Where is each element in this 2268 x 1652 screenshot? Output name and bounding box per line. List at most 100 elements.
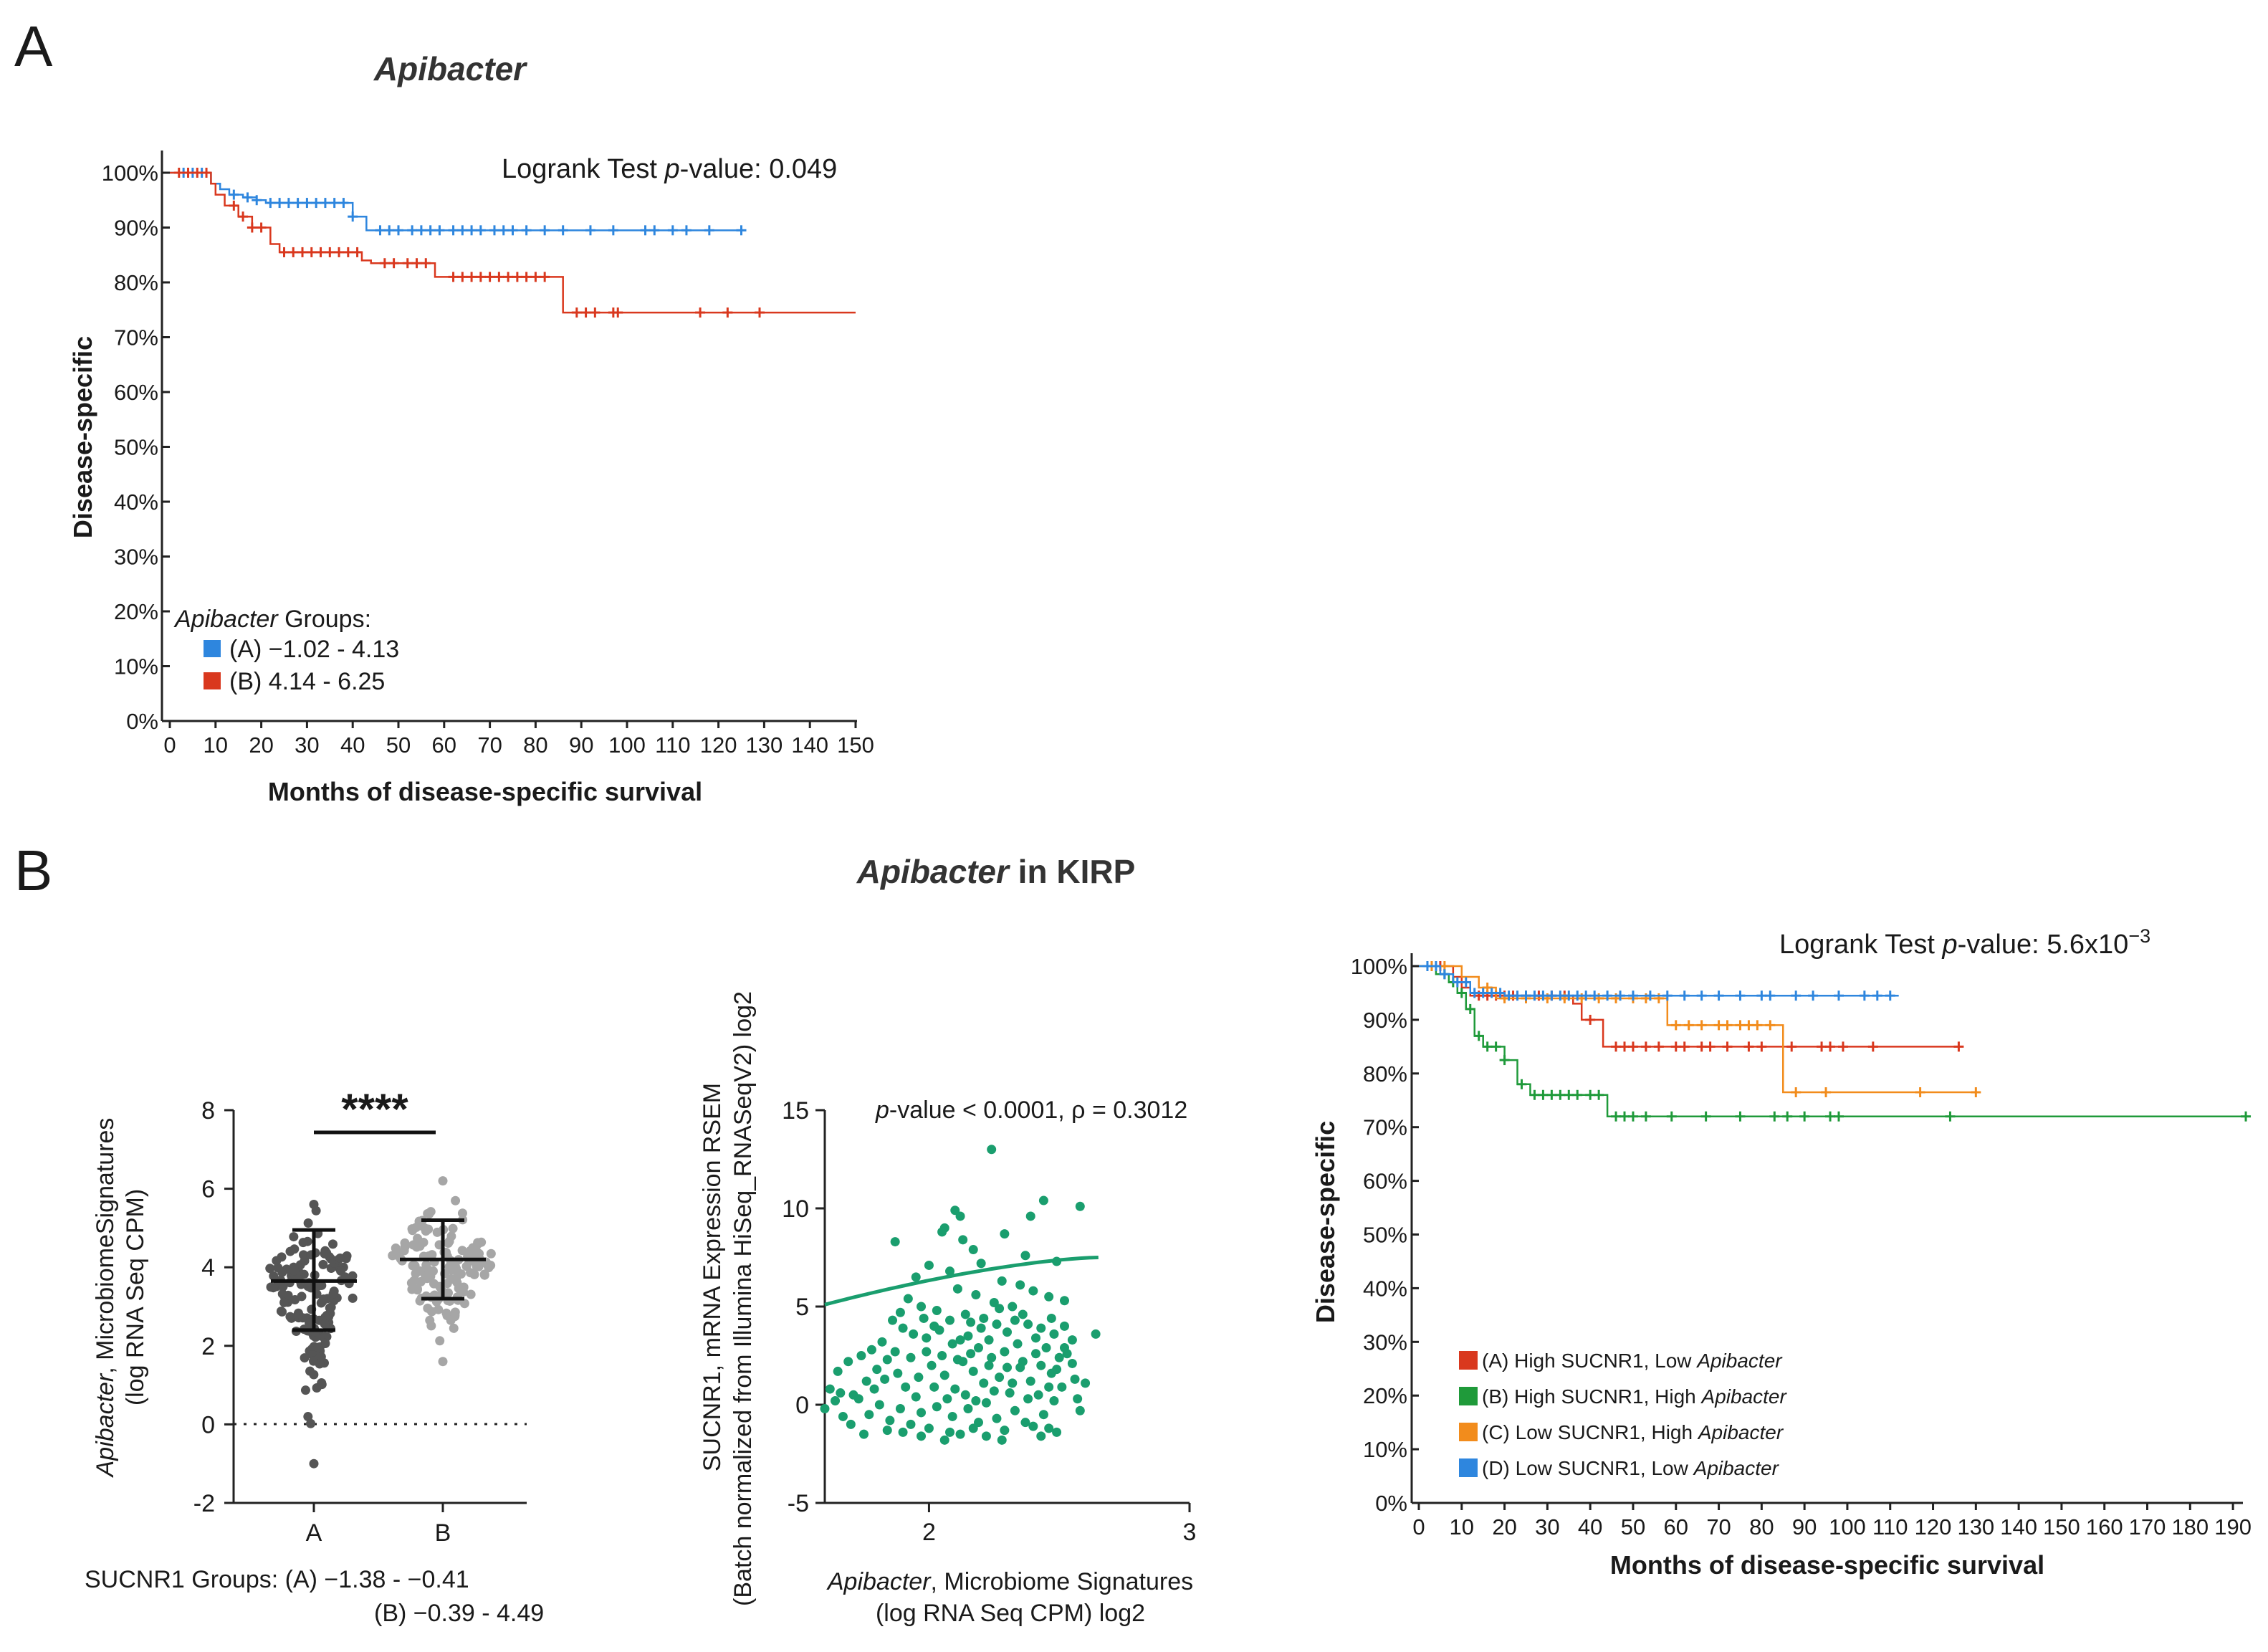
km-a-censor-mark [590, 307, 601, 318]
scatter-point [859, 1429, 869, 1439]
km-b-x-tick-label: 90 [1792, 1514, 1817, 1539]
km-a-legend-swatch-a [204, 640, 221, 657]
dot-plot-point-a [269, 1271, 279, 1281]
km-b-x-tick-label: 170 [2129, 1514, 2166, 1539]
dot-plot-point-b [446, 1315, 456, 1325]
km-a-censor-mark [292, 198, 303, 209]
km-b-y-label: Disease-specific [1311, 1121, 1340, 1323]
dot-plot-point-b [479, 1270, 489, 1280]
km-a-censor-mark [393, 225, 403, 236]
km-b-censor-mark [1486, 988, 1497, 998]
dot-plot-point-min [309, 1458, 319, 1469]
km-b-censor-mark [1585, 1014, 1596, 1025]
km-a-censor-mark [695, 307, 706, 318]
dot-plot-point-b [451, 1195, 461, 1205]
km-a-censor-mark [192, 168, 203, 178]
dot-plot-point-b [448, 1223, 458, 1233]
dot-plot-point-b [426, 1321, 436, 1331]
scatter-point [1033, 1390, 1043, 1400]
scatter-point [882, 1355, 892, 1365]
km-b-censor-mark [1945, 1111, 1956, 1122]
dot-plot-point-b [466, 1289, 476, 1299]
km-b-censor-mark [1666, 1111, 1677, 1122]
km-b-censor-mark [1439, 969, 1450, 980]
km-b-censor-mark [1670, 1020, 1681, 1031]
dot-plot-point-a [327, 1239, 338, 1249]
scatter-point [1000, 1426, 1010, 1436]
scatter-point [895, 1307, 905, 1317]
km-a-censor-mark [247, 222, 257, 233]
scatter-point [838, 1411, 848, 1421]
scatter-point [1036, 1360, 1046, 1370]
km-b-x-tick-label: 0 [1412, 1514, 1425, 1539]
km-b-censor-mark [1683, 1020, 1694, 1031]
km-a-y-tick-label: 0% [126, 709, 158, 734]
scatter-point [932, 1305, 942, 1315]
km-b-censor-mark [1735, 1111, 1746, 1122]
km-a-x-tick-label: 130 [746, 732, 783, 758]
dot-plot-x-label-b: B [435, 1519, 451, 1547]
scatter-point [995, 1372, 1005, 1383]
scatter-point [929, 1321, 939, 1331]
km-a-censor-mark [288, 247, 299, 257]
km-b-censor-mark [1765, 990, 1776, 1001]
km-a-censor-mark [384, 225, 395, 236]
dot-plot-point-min [438, 1357, 448, 1367]
km-a-censor-mark [448, 272, 459, 282]
km-a-x-tick-label: 80 [523, 732, 547, 758]
panel-a-letter: A [14, 14, 53, 78]
km-a-censor-mark [334, 247, 345, 257]
km-a-censor-mark [475, 225, 486, 236]
dot-plot-y-tick-label: 4 [201, 1254, 215, 1281]
km-a-censor-mark [173, 168, 184, 178]
km-b-censor-mark [1482, 1041, 1493, 1052]
km-b-censor-mark [1765, 1020, 1776, 1031]
scatter-point [942, 1394, 952, 1404]
km-a-censor-mark [256, 222, 267, 233]
km-a-legend-label-a: (A) −1.02 - 4.13 [229, 636, 399, 663]
dot-plot-point-b [457, 1246, 467, 1256]
km-b-censor-mark [1735, 1020, 1746, 1031]
dot-plot-error-bars [271, 1218, 486, 1332]
km-b-x-tick-label: 80 [1749, 1514, 1774, 1539]
km-b-legend-label-a: (A) High SUCNR1, Low Apibacter [1482, 1350, 1783, 1372]
scatter-point [885, 1415, 895, 1426]
scatter-point [901, 1382, 911, 1392]
scatter-y-tick-label: -5 [788, 1490, 809, 1517]
km-b-y-tick-label: 30% [1363, 1329, 1407, 1355]
scatter-point [966, 1349, 976, 1359]
km-a-x-tick-label: 40 [340, 732, 365, 758]
scatter-point [872, 1365, 882, 1375]
dot-plot-point-b [448, 1274, 458, 1284]
km-a-x-label: Months of disease-specific survival [268, 777, 702, 806]
scatter-point [992, 1319, 1002, 1329]
km-a-x-tick-label: 0 [163, 732, 176, 758]
km-a-censor-mark [283, 198, 294, 209]
km-b-censor-mark [1529, 990, 1540, 1001]
scatter-point [911, 1392, 921, 1402]
km-b-censor-mark [1456, 988, 1467, 998]
scatter-point [856, 1351, 866, 1360]
km-b-y-tick-label: 60% [1363, 1169, 1407, 1194]
scatter-point [880, 1374, 890, 1384]
km-b-censor-mark [1821, 1087, 1832, 1098]
km-b-censor-mark [1585, 1089, 1596, 1100]
panel-b-title: Apibacter in KIRP [856, 853, 1136, 890]
km-a-censor-mark [521, 272, 532, 282]
scatter-point [987, 1352, 997, 1362]
scatter-point [911, 1272, 921, 1282]
km-b-y-ticks: 0% 10% 20% 30% 40% 50% 60% 70% 80% 90% 100% [1351, 954, 1419, 1516]
km-b-censor-mark [1589, 990, 1600, 1001]
km-b-censor-mark [1640, 1041, 1651, 1052]
km-b-censor-mark [1837, 1041, 1848, 1052]
km-b-censor-mark [1645, 990, 1655, 1001]
dot-plot-point-a [305, 1318, 315, 1328]
km-a-censor-mark [540, 225, 550, 236]
km-a-x-tick-label: 100 [608, 732, 646, 758]
scatter-point [947, 1411, 957, 1421]
km-b-censor-mark [1452, 977, 1463, 988]
km-a-censor-mark [681, 225, 692, 236]
km-a-censor-mark [649, 225, 660, 236]
scatter-point [997, 1276, 1007, 1286]
dot-plot-point-max [309, 1200, 319, 1210]
